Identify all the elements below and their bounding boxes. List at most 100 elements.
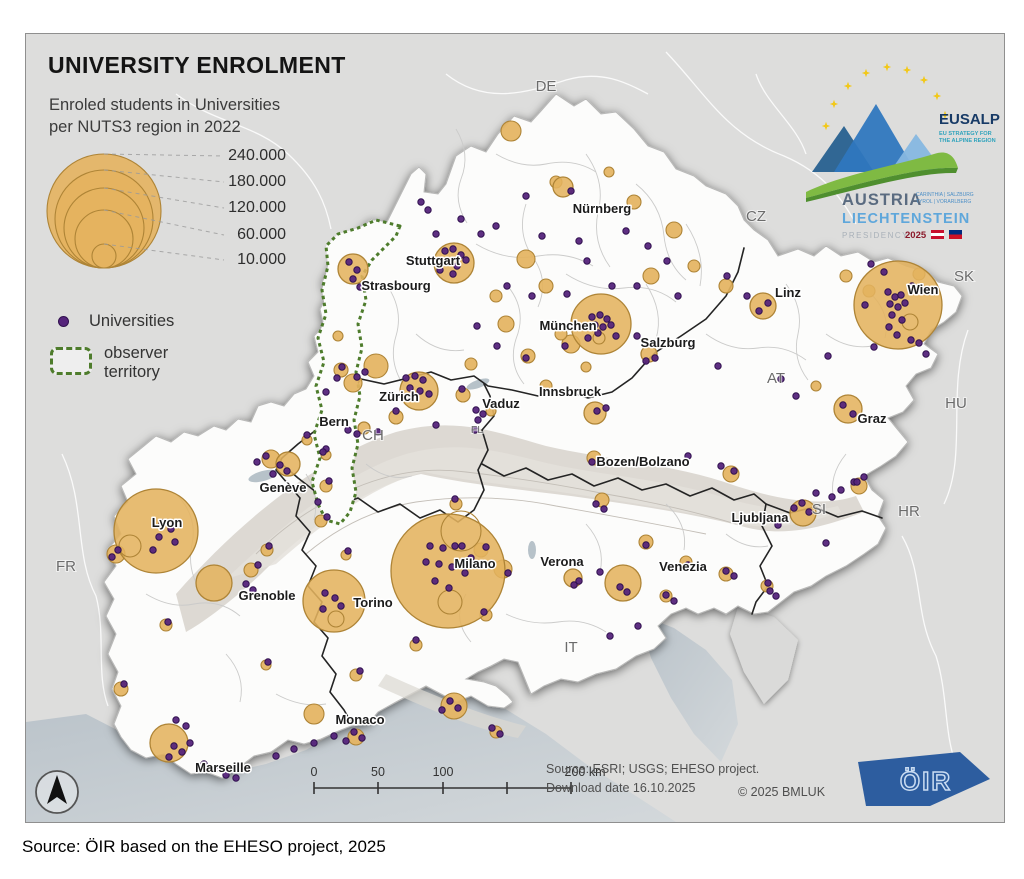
university-dot [473, 322, 481, 330]
university-dot [755, 307, 763, 315]
city-label: Graz [858, 411, 887, 426]
university-dot [170, 742, 178, 750]
university-dot [588, 458, 596, 466]
universities-legend: Universities [58, 312, 174, 331]
oir-logo: ÖIR [858, 752, 990, 806]
figure-caption: Source: ÖIR based on the EHESO project, … [22, 837, 386, 856]
enrolment-circle [718, 278, 734, 294]
university-dot [596, 568, 604, 576]
university-dot [623, 588, 631, 596]
university-dot [412, 636, 420, 644]
country-label-FR: FR [56, 558, 76, 575]
eusalp-tagline1: EU STRATEGY FOR [939, 131, 992, 137]
university-dot [438, 706, 446, 714]
university-dots [108, 187, 930, 782]
university-dot [583, 257, 591, 265]
university-dot [492, 222, 500, 230]
university-dot [603, 315, 611, 323]
city-label: Innsbruck [539, 384, 602, 399]
city-label: Grenoble [238, 588, 295, 603]
university-dot [448, 563, 456, 571]
country-label-HR: HR [898, 503, 920, 520]
university-dot [714, 362, 722, 370]
university-dot [764, 579, 772, 587]
university-dot [824, 352, 832, 360]
university-dot [633, 332, 641, 340]
university-dot [563, 290, 571, 298]
university-dot [674, 292, 682, 300]
university-dot [867, 260, 875, 268]
green-swoosh-shadow-icon [806, 167, 958, 202]
university-dot [488, 724, 496, 732]
university-dot [171, 538, 179, 546]
map-title: UNIVERSITY ENROLMENT [48, 52, 346, 78]
university-dot [461, 569, 469, 577]
university-dot [374, 428, 382, 436]
university-dot [662, 591, 670, 599]
scale-label: 100 [433, 765, 454, 779]
university-dot [870, 343, 878, 351]
presidency-year: 2025 [905, 230, 927, 241]
enrolment-ring [118, 534, 142, 558]
liechtenstein-flag-icon [949, 230, 962, 239]
university-dot [908, 282, 916, 290]
legend-size-label: 120.000 [228, 199, 286, 216]
university-dot [634, 622, 642, 630]
university-dot [349, 275, 357, 283]
university-dot [642, 541, 650, 549]
city-label: Verona [540, 554, 584, 569]
university-dot [861, 301, 869, 309]
university-dot [588, 313, 596, 321]
university-dot [264, 658, 272, 666]
university-dot [178, 748, 186, 756]
university-dot [730, 572, 738, 580]
university-dot [798, 499, 806, 507]
eusalp-logo: EUSALP EU STRATEGY FOR THE ALPINE REGION… [806, 62, 1000, 241]
university-dot [522, 192, 530, 200]
enrolment-circle [363, 353, 389, 379]
university-dot [774, 521, 782, 529]
city-label: Venezia [659, 559, 707, 574]
enrolment-circle-Bern [357, 421, 371, 435]
university-dot [272, 752, 280, 760]
university-dot [567, 187, 575, 195]
university-dot [602, 404, 610, 412]
city-label: Wien [908, 282, 939, 297]
university-dot [592, 500, 600, 508]
enrolment-circle-Lyon [113, 488, 199, 574]
university-dot [538, 232, 546, 240]
university-dot [417, 198, 425, 206]
university-dot [723, 272, 731, 280]
university-dot [338, 363, 346, 371]
enrolment-circle [489, 289, 503, 303]
city-label: Marseille [195, 760, 251, 775]
legend-circle-10.000 [91, 243, 117, 269]
university-dot [254, 561, 262, 569]
legend-size-label: 10.000 [237, 251, 286, 268]
regions-line2: TYROL | VORARLBERG [916, 199, 971, 205]
enrolment-circle [538, 278, 554, 294]
map-subtitle: Enroled students in Universities per NUT… [49, 94, 280, 139]
oir-flag-shape [858, 752, 990, 806]
university-dot [253, 458, 261, 466]
stars-arc-icon [821, 62, 950, 131]
university-dot [314, 498, 322, 506]
university-dot [108, 553, 116, 561]
university-dot [353, 430, 361, 438]
city-label: Ljubljana [731, 510, 789, 525]
enrolment-circle [516, 249, 536, 269]
city-label: Genève [260, 480, 307, 495]
city-label: Lyon [152, 515, 183, 530]
enrolment-circle [839, 269, 853, 283]
university-dot [303, 431, 311, 439]
universities-label: Universities [89, 312, 175, 330]
university-dot [165, 753, 173, 761]
university-dot [606, 632, 614, 640]
university-dot [897, 291, 905, 299]
university-dot [350, 728, 358, 736]
scale-label: 0 [311, 765, 318, 779]
university-dot [790, 504, 798, 512]
city-label: Torino [353, 595, 393, 610]
university-dot [633, 282, 641, 290]
university-dot [792, 392, 800, 400]
